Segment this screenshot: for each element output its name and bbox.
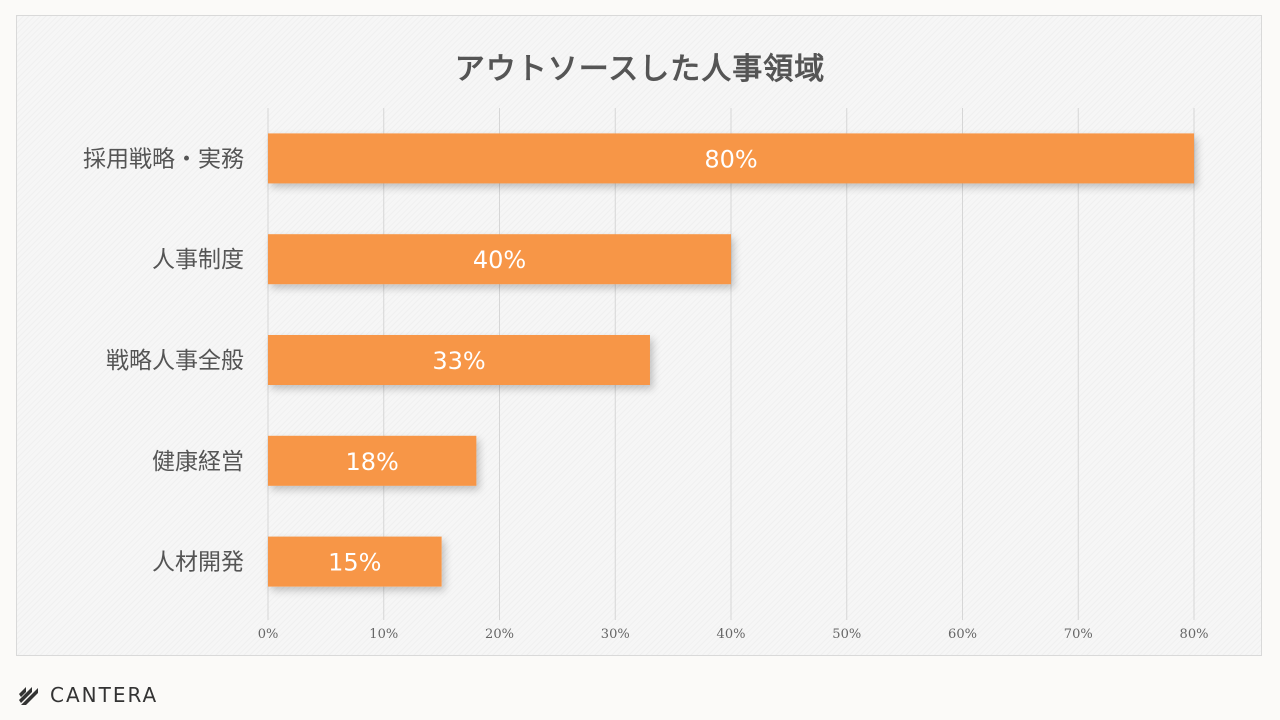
logo-text: CANTERA [50, 683, 159, 707]
category-label: 人事制度 [152, 247, 244, 273]
x-tick-label: 80% [1180, 627, 1209, 642]
x-tick-label: 50% [832, 627, 861, 642]
x-tick-label: 40% [717, 627, 746, 642]
x-tick-label: 70% [1064, 627, 1093, 642]
category-label: 人材開発 [152, 550, 244, 576]
x-tick-label: 30% [601, 627, 630, 642]
cantera-logo: CANTERA [18, 683, 158, 707]
bar-value-label: 80% [704, 145, 757, 173]
bar [268, 234, 731, 285]
x-tick-label: 0% [258, 627, 279, 642]
chart-title: アウトソースした人事領域 [454, 52, 826, 87]
category-label: 戦略人事全般 [106, 348, 244, 374]
bar [268, 536, 442, 587]
bar-value-label: 40% [473, 246, 526, 274]
x-tick-label: 20% [485, 627, 514, 642]
bar-value-label: 15% [328, 549, 381, 577]
x-tick-label: 10% [369, 627, 398, 642]
bar-value-label: 18% [346, 448, 399, 476]
cantera-logo-icon [19, 687, 38, 705]
bar [268, 435, 477, 486]
bar [268, 335, 650, 385]
x-tick-label: 60% [948, 627, 977, 642]
bar-value-label: 33% [432, 347, 485, 375]
category-label: 採用戦略・実務 [83, 146, 244, 172]
category-label: 健康経営 [152, 449, 244, 475]
bar [268, 133, 1194, 184]
